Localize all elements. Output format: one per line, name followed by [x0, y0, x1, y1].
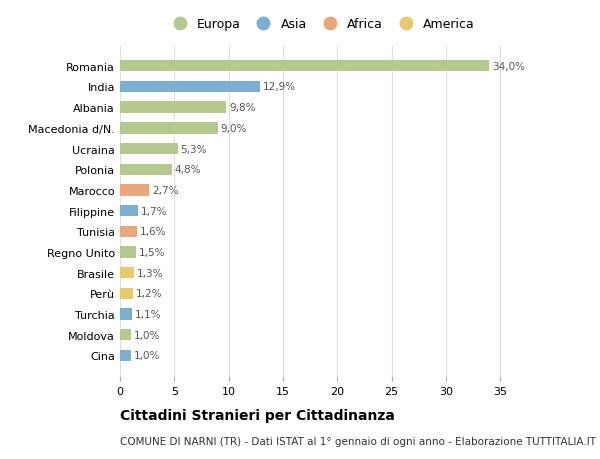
- Bar: [120, 288, 133, 299]
- Text: 9,0%: 9,0%: [221, 123, 247, 134]
- Bar: [120, 102, 226, 113]
- Bar: [120, 350, 131, 361]
- Text: 1,5%: 1,5%: [139, 247, 166, 257]
- Bar: [120, 123, 218, 134]
- Text: 1,0%: 1,0%: [134, 330, 160, 340]
- Bar: [120, 309, 132, 320]
- Text: 1,1%: 1,1%: [134, 309, 161, 319]
- Text: 4,8%: 4,8%: [175, 165, 202, 175]
- Legend: Europa, Asia, Africa, America: Europa, Asia, Africa, America: [164, 16, 478, 34]
- Text: COMUNE DI NARNI (TR) - Dati ISTAT al 1° gennaio di ogni anno - Elaborazione TUTT: COMUNE DI NARNI (TR) - Dati ISTAT al 1° …: [120, 436, 596, 446]
- Bar: [120, 330, 131, 341]
- Text: 2,7%: 2,7%: [152, 185, 179, 196]
- Bar: [120, 206, 139, 217]
- Text: 9,8%: 9,8%: [229, 103, 256, 113]
- Text: 1,0%: 1,0%: [134, 351, 160, 361]
- Text: 1,2%: 1,2%: [136, 289, 162, 299]
- Bar: [120, 144, 178, 155]
- Bar: [120, 82, 260, 93]
- Text: 1,3%: 1,3%: [137, 268, 163, 278]
- Text: 5,3%: 5,3%: [180, 144, 207, 154]
- Bar: [120, 268, 134, 279]
- Text: 12,9%: 12,9%: [263, 82, 296, 92]
- Text: 1,6%: 1,6%: [140, 227, 167, 237]
- Bar: [120, 185, 149, 196]
- Bar: [120, 164, 172, 175]
- Text: 1,7%: 1,7%: [141, 206, 167, 216]
- Text: 34,0%: 34,0%: [492, 62, 525, 72]
- Text: Cittadini Stranieri per Cittadinanza: Cittadini Stranieri per Cittadinanza: [120, 409, 395, 422]
- Bar: [120, 226, 137, 237]
- Bar: [120, 247, 136, 258]
- Bar: [120, 61, 490, 72]
